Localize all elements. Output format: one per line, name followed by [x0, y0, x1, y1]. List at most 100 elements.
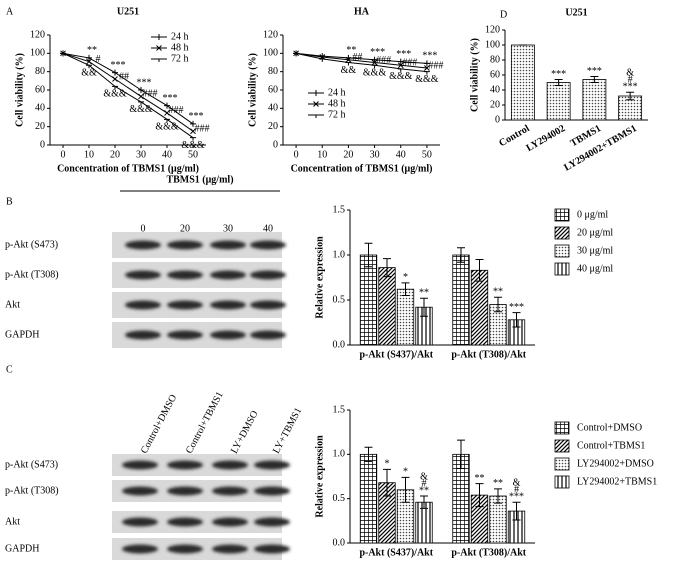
error-bar — [457, 247, 465, 263]
legend-swatch — [151, 58, 167, 62]
legend-label: 30 μg/ml — [577, 245, 613, 256]
y-tick-label: 0 — [273, 139, 278, 150]
y-tick-label: 1.5 — [333, 404, 346, 415]
lane-label: LY+TBMS1 — [271, 406, 304, 455]
bar — [582, 79, 607, 121]
error-bar — [457, 439, 465, 470]
significance-label: &&& — [363, 68, 387, 79]
legend-label: 24 h — [171, 31, 189, 42]
point-marker — [371, 56, 378, 63]
error-bar — [554, 79, 563, 86]
significance-label: # — [628, 75, 633, 86]
x-tick-label: 40 — [396, 149, 406, 160]
error-bar — [364, 446, 373, 462]
point-marker — [371, 64, 378, 69]
row-label: p-Akt (T308) — [5, 269, 59, 280]
legend-swatch — [554, 457, 570, 471]
y-tick-label: 100 — [30, 48, 45, 59]
significance-label: && — [81, 68, 97, 79]
point-marker — [60, 52, 66, 57]
error-bar — [590, 76, 599, 83]
significance-label: ** — [493, 478, 503, 489]
point-marker — [190, 120, 196, 127]
significance-label: &&& — [103, 89, 127, 100]
error-bar — [626, 91, 635, 101]
blot-band — [167, 270, 203, 280]
significance-label: # — [422, 478, 427, 489]
y-axis-label: Cell viability (%) — [247, 53, 258, 127]
series-line — [62, 52, 194, 125]
y-tick-label: 0 — [495, 114, 500, 125]
point-marker — [112, 85, 118, 90]
significance-label: *** — [587, 66, 602, 77]
point-marker — [345, 56, 352, 63]
lane-label: 40 — [263, 223, 273, 234]
x-tick-label: p-Akt (T308)/Akt — [451, 349, 526, 360]
significance-label: *** — [189, 111, 204, 122]
legend-swatch — [308, 101, 324, 107]
x-tick-label: 40 — [162, 149, 172, 160]
legend-label: 24 h — [328, 87, 346, 98]
y-tick-label: 120 — [30, 29, 45, 40]
y-tick-label: 60 — [490, 69, 500, 80]
error-bar — [383, 258, 391, 278]
legend-swatch — [554, 244, 570, 258]
error-bar — [420, 297, 428, 317]
y-tick-label: 120 — [485, 24, 500, 35]
blot-band — [122, 517, 158, 527]
error-bar — [475, 483, 484, 508]
legend-label: 72 h — [328, 109, 346, 120]
point-marker — [319, 58, 326, 62]
lane-label: Control+TBMS1 — [184, 390, 226, 456]
blot-band — [212, 460, 248, 470]
blot-band — [167, 300, 203, 310]
x-tick-label: p-Akt (S437)/Akt — [359, 547, 433, 558]
y-tick-label: 1.0 — [333, 249, 346, 260]
significance-label: *** — [509, 302, 524, 313]
point-marker — [423, 60, 430, 67]
significance-label: ### — [169, 105, 184, 116]
legend-label: Control+DMSO — [577, 422, 642, 433]
chart-title: U251 — [565, 7, 587, 18]
significance-label: *** — [623, 82, 638, 93]
y-tick-label: 80 — [35, 66, 45, 77]
y-tick-label: 0 — [40, 139, 45, 150]
point-marker — [138, 101, 144, 105]
series-line — [62, 52, 194, 132]
point-marker — [190, 128, 196, 135]
point-marker — [423, 71, 430, 75]
panel-letter: B — [6, 196, 13, 207]
point-marker — [397, 58, 404, 65]
blot-band — [254, 460, 290, 470]
legend-swatch — [554, 226, 570, 240]
row-label: Akt — [5, 516, 20, 527]
legend-swatch — [554, 421, 570, 435]
y-axis-label: Cell viability (%) — [14, 53, 25, 127]
y-tick-label: 0.5 — [333, 294, 346, 305]
blot-band — [254, 486, 290, 496]
y-tick-label: 100 — [263, 48, 278, 59]
y-tick-label: 60 — [35, 84, 45, 95]
y-tick-label: 20 — [35, 121, 45, 132]
error-bar — [383, 468, 391, 497]
x-tick-label: 50 — [188, 149, 198, 160]
x-tick-label: 30 — [136, 149, 146, 160]
y-tick-label: 0.0 — [333, 537, 346, 548]
bar — [546, 82, 571, 121]
point-marker — [190, 137, 196, 141]
blot-band — [250, 240, 286, 250]
y-tick-label: 1.5 — [333, 204, 346, 215]
legend-label: 20 μg/ml — [577, 227, 613, 238]
blot-band — [250, 300, 286, 310]
bar — [510, 44, 535, 121]
y-tick-label: 40 — [490, 84, 500, 95]
significance-label: ## — [352, 52, 362, 63]
y-tick-label: 1.0 — [333, 449, 346, 460]
y-tick-label: 60 — [268, 84, 278, 95]
blot-band — [212, 544, 248, 554]
row-label: Akt — [5, 299, 20, 310]
lane-label: LY+DMSO — [229, 409, 261, 456]
significance-label: # — [96, 54, 101, 65]
lane-label: 20 — [180, 223, 190, 234]
blot-band — [167, 330, 203, 340]
